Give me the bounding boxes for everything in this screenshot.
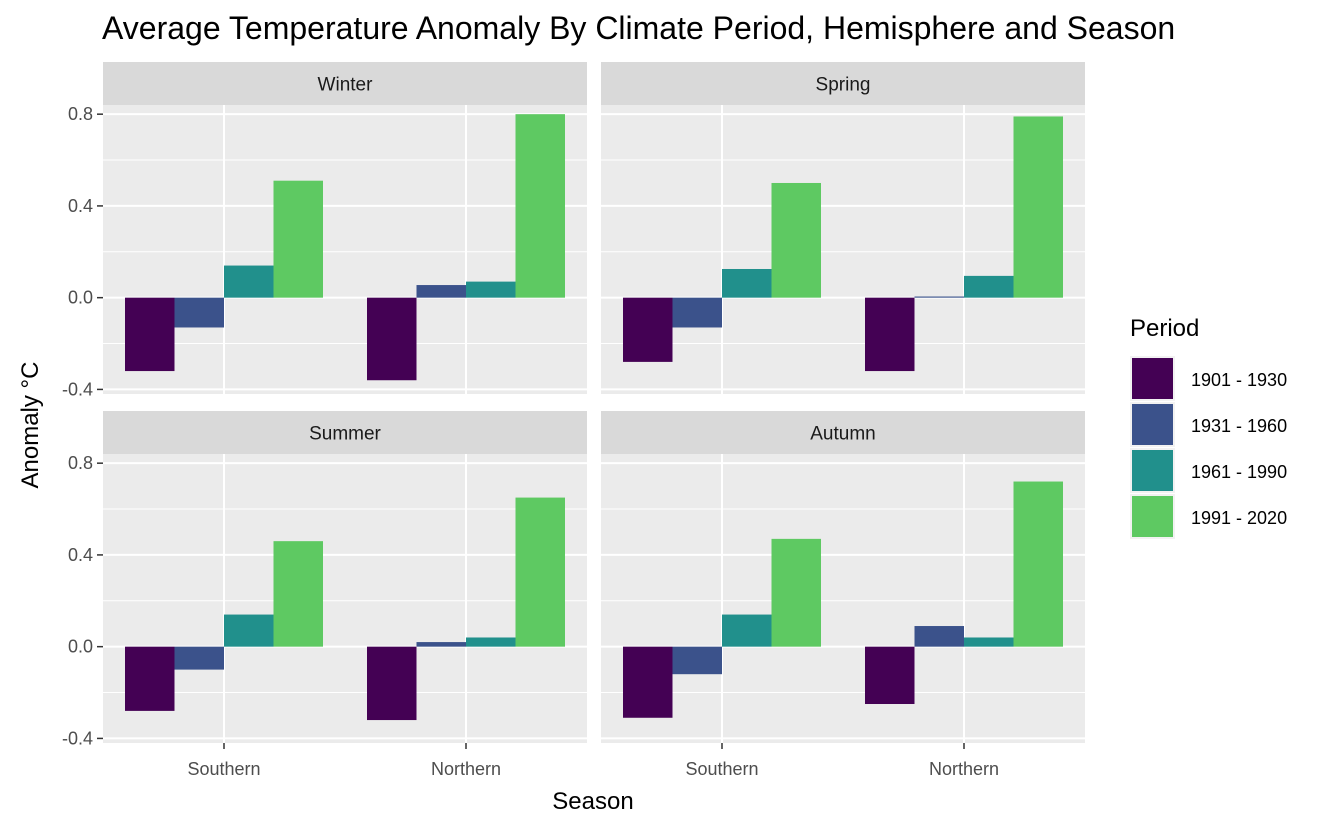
bar-autumn-northern-1901-1930 xyxy=(865,646,915,705)
y-tick-label: 0.4 xyxy=(68,545,93,565)
facet-strip-label: Spring xyxy=(816,75,871,96)
bar-autumn-northern-1961-1990 xyxy=(964,637,1014,647)
legend-swatch-1931-1960 xyxy=(1132,404,1173,445)
bar-summer-northern-1901-1930 xyxy=(367,646,417,721)
bar-spring-northern-1931-1960 xyxy=(914,296,964,298)
facet-strip-label: Summer xyxy=(309,424,381,445)
bar-summer-northern-1961-1990 xyxy=(466,637,516,647)
facet-strip xyxy=(601,411,1085,454)
facet-panel-summer: Summer -0.4 0.0 0.4 0.8 Southern Northern xyxy=(62,411,587,779)
panel-background xyxy=(103,454,587,743)
legend-items: 1901 - 1930 1931 - 1960 1961 - 1990 1991 - … xyxy=(1130,356,1287,539)
bar-summer-southern-1961-1990 xyxy=(224,614,274,647)
bar-autumn-northern-1931-1960 xyxy=(914,626,964,647)
bar-summer-northern-1991-2020 xyxy=(515,497,565,647)
bar-spring-northern-1991-2020 xyxy=(1013,116,1063,298)
y-tick-label: 0.0 xyxy=(68,637,93,657)
bar-spring-southern-1931-1960 xyxy=(672,297,722,328)
bar-summer-northern-1931-1960 xyxy=(416,642,466,647)
bar-winter-southern-1901-1930 xyxy=(125,297,175,372)
facet-strip xyxy=(103,62,587,105)
legend-swatch-1901-1930 xyxy=(1132,358,1173,399)
facet-strip-label: Winter xyxy=(318,75,374,96)
legend-label-1901-1930: 1901 - 1930 xyxy=(1191,370,1287,390)
chart-title: Average Temperature Anomaly By Climate P… xyxy=(102,10,1175,46)
bar-autumn-southern-1901-1930 xyxy=(623,646,673,718)
bar-spring-northern-1901-1930 xyxy=(865,297,915,372)
bar-summer-southern-1931-1960 xyxy=(174,646,224,670)
legend-label-1931-1960: 1931 - 1960 xyxy=(1191,416,1287,436)
bar-summer-southern-1901-1930 xyxy=(125,646,175,711)
panel-background xyxy=(103,105,587,394)
legend: Period 1901 - 1930 1931 - 1960 1961 - 1990… xyxy=(1130,315,1287,539)
legend-label-1991-2020: 1991 - 2020 xyxy=(1191,508,1287,528)
bar-winter-northern-1931-1960 xyxy=(416,285,466,298)
x-axis-title: Season xyxy=(552,788,633,815)
bar-winter-northern-1961-1990 xyxy=(466,281,516,298)
bar-winter-southern-1931-1960 xyxy=(174,297,224,328)
bar-autumn-southern-1991-2020 xyxy=(771,538,821,647)
bar-winter-northern-1991-2020 xyxy=(515,114,565,298)
facet-panel-spring: Spring xyxy=(601,62,1085,394)
bar-spring-southern-1961-1990 xyxy=(722,268,772,298)
bar-summer-southern-1991-2020 xyxy=(273,541,323,647)
bar-spring-northern-1961-1990 xyxy=(964,275,1014,298)
bar-winter-northern-1901-1930 xyxy=(367,297,417,381)
y-tick-label: -0.4 xyxy=(62,728,93,748)
legend-swatch-1961-1990 xyxy=(1132,450,1173,491)
facet-strip-label: Autumn xyxy=(810,424,875,445)
facet-panels: Winter -0.4 0.0 0.4 0.8 Spring Summer -0.4 0.0 0.… xyxy=(62,62,1085,779)
x-tick-label: Northern xyxy=(431,759,501,779)
bar-autumn-southern-1961-1990 xyxy=(722,614,772,647)
x-tick-label: Southern xyxy=(187,759,260,779)
panel-background xyxy=(601,454,1085,743)
facet-panel-winter: Winter -0.4 0.0 0.4 0.8 xyxy=(62,62,587,399)
y-tick-label: 0.8 xyxy=(68,453,93,473)
x-tick-label: Northern xyxy=(929,759,999,779)
y-tick-label: 0.0 xyxy=(68,288,93,308)
bar-winter-southern-1961-1990 xyxy=(224,265,274,298)
y-tick-label: -0.4 xyxy=(62,379,93,399)
legend-title: Period xyxy=(1130,315,1199,342)
x-tick-label: Southern xyxy=(685,759,758,779)
bar-spring-southern-1901-1930 xyxy=(623,297,673,362)
bar-spring-southern-1991-2020 xyxy=(771,182,821,298)
bar-autumn-northern-1991-2020 xyxy=(1013,481,1063,647)
bar-winter-southern-1991-2020 xyxy=(273,180,323,298)
legend-label-1961-1990: 1961 - 1990 xyxy=(1191,462,1287,482)
legend-swatch-1991-2020 xyxy=(1132,496,1173,537)
facet-panel-autumn: Autumn Southern Northern xyxy=(601,411,1085,779)
y-tick-label: 0.4 xyxy=(68,196,93,216)
facet-strip xyxy=(601,62,1085,105)
y-tick-label: 0.8 xyxy=(68,104,93,124)
panel-background xyxy=(601,105,1085,394)
y-axis-title: Anomaly °C xyxy=(17,362,44,489)
facet-strip xyxy=(103,411,587,454)
bar-autumn-southern-1931-1960 xyxy=(672,646,722,675)
